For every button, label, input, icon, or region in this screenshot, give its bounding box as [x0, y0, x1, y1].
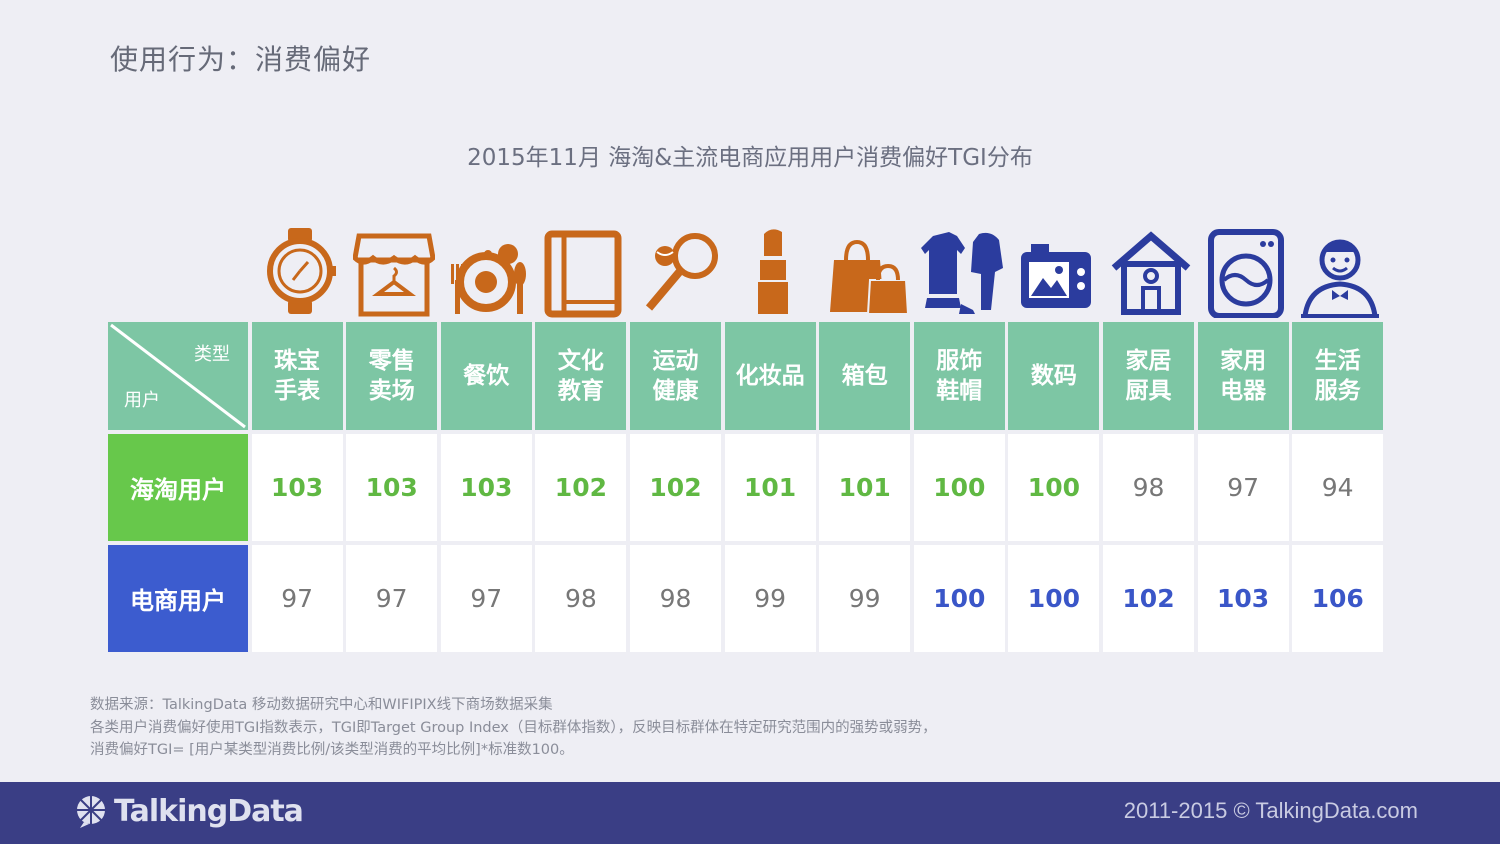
table-cell: 97: [251, 545, 343, 652]
clothing-icon: [920, 232, 1003, 314]
watch-icon: [266, 228, 336, 314]
lipstick-icon: [757, 229, 788, 314]
column-header: 珠宝 手表: [251, 322, 343, 430]
table-cell: 101: [819, 434, 911, 541]
note-tgi-definition: 各类用户消费偏好使用TGI指数表示，TGI即Target Group Index…: [90, 719, 937, 736]
icon-slot: [1200, 222, 1292, 318]
table-cell: 100: [913, 545, 1005, 652]
camera-icon: [1021, 244, 1092, 308]
tennis-racket-icon: [645, 233, 718, 311]
book-icon: [544, 230, 622, 318]
shopping-bags-icon: [830, 239, 909, 315]
storefront-icon: [353, 233, 436, 317]
column-header: 化妆品: [724, 322, 816, 430]
column-header: 运动 健康: [630, 322, 721, 430]
column-header: 零售 卖场: [346, 322, 438, 430]
icon-slot: [916, 222, 1008, 318]
row-header: 海淘用户: [108, 434, 248, 541]
column-header: 家用 电器: [1197, 322, 1289, 430]
footer-bar: TalkingData 2011-2015 © TalkingData.com: [0, 782, 1500, 844]
column-header: 生活 服务: [1292, 322, 1384, 430]
table-corner: 类型 用户: [108, 322, 248, 430]
notes: 数据来源：TalkingData 移动数据研究中心和WIFIPIX线下商场数据采…: [90, 694, 937, 762]
note-source: 数据来源：TalkingData 移动数据研究中心和WIFIPIX线下商场数据采…: [90, 697, 553, 713]
icon-slot: [727, 222, 819, 318]
icon-slot: [348, 222, 440, 318]
table-cell: 103: [346, 434, 438, 541]
icon-slot: [443, 222, 535, 318]
house-icon: [1111, 231, 1191, 315]
washing-machine-icon: [1207, 229, 1284, 318]
talkingdata-logo-icon: [77, 795, 105, 828]
icon-slot: [632, 222, 724, 318]
table-cell: 99: [819, 545, 911, 652]
table-cell: 100: [1008, 434, 1100, 541]
waiter-icon: [1301, 239, 1380, 318]
column-header: 文化 教育: [535, 322, 627, 430]
corner-diagonal: [110, 323, 246, 429]
table-cell: 98: [535, 545, 627, 652]
column-header: 数码: [1008, 322, 1100, 430]
icon-slot: [1294, 222, 1386, 318]
table-cell: 102: [535, 434, 627, 541]
table-cell: 97: [346, 545, 438, 652]
table-cell: 99: [724, 545, 816, 652]
column-header: 餐饮: [440, 322, 532, 430]
table-cell: 100: [1008, 545, 1100, 652]
tgi-table: 类型 用户 珠宝 手表 零售 卖场 餐饮 文化 教育 运动 健康 化妆品 箱包 服饰 鞋帽 数码…: [108, 322, 1384, 654]
table-cell: 98: [1103, 434, 1194, 541]
table-cell: 100: [913, 434, 1005, 541]
table-cell: 103: [1197, 545, 1289, 652]
table-cell: 102: [1103, 545, 1194, 652]
row-header: 电商用户: [108, 545, 248, 652]
table-cell: 98: [630, 545, 721, 652]
dining-plate-icon: [450, 244, 526, 314]
table-cell: 102: [630, 434, 721, 541]
chart-title: 2015年11月 海淘&主流电商应用用户消费偏好TGI分布: [467, 145, 1033, 171]
table-cell: 103: [440, 434, 532, 541]
table-cell: 97: [1197, 434, 1289, 541]
copyright: 2011-2015 © TalkingData.com: [1123, 798, 1418, 823]
icon-slot: [1105, 222, 1197, 318]
icon-slot: [821, 222, 913, 318]
column-header: 服饰 鞋帽: [913, 322, 1005, 430]
icon-slot: [254, 222, 346, 318]
column-header: 家居 厨具: [1103, 322, 1194, 430]
corner-label-type: 类型: [194, 344, 230, 365]
table-cell: 106: [1292, 545, 1384, 652]
icon-slot: [1010, 222, 1102, 318]
icon-slot: [537, 222, 629, 318]
note-tgi-formula: 消费偏好TGI= [用户某类型消费比例/该类型消费的平均比例]*标准数100。: [90, 742, 574, 758]
logo-text: TalkingData: [114, 794, 304, 829]
table-cell: 101: [724, 434, 816, 541]
table-cell: 97: [440, 545, 532, 652]
column-header: 箱包: [819, 322, 911, 430]
table-cell: 94: [1292, 434, 1384, 541]
logo: TalkingData: [74, 794, 304, 829]
page-title: 使用行为：消费偏好: [110, 43, 372, 76]
corner-label-user: 用户: [124, 390, 160, 411]
table-cell: 103: [251, 434, 343, 541]
